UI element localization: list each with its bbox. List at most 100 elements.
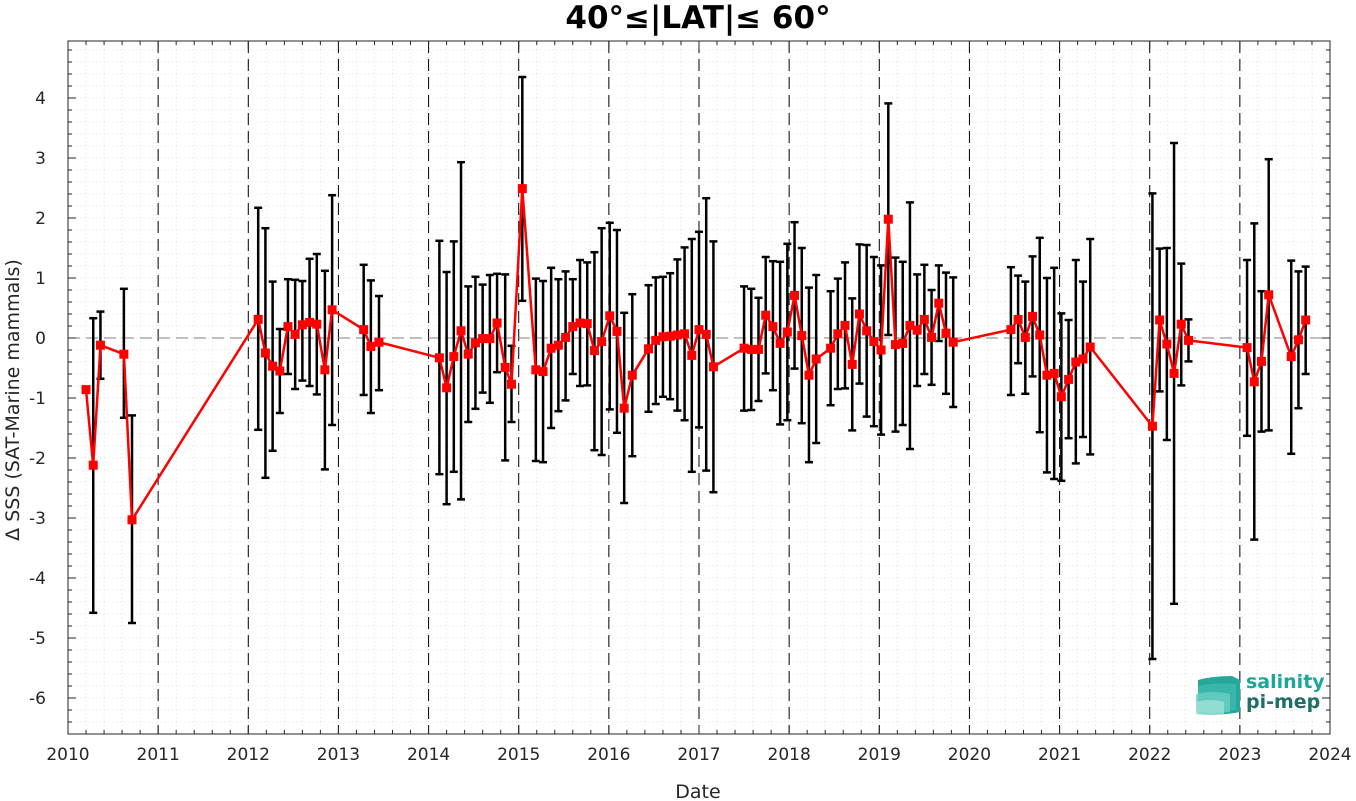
data-point xyxy=(312,319,322,329)
data-point xyxy=(680,329,690,339)
data-point xyxy=(782,327,792,337)
x-tick-label: 2014 xyxy=(407,745,450,765)
data-point xyxy=(492,318,502,328)
data-point xyxy=(948,337,958,347)
y-tick-label: -1 xyxy=(29,389,46,409)
x-tick-label: 2022 xyxy=(1128,745,1171,765)
data-point xyxy=(840,320,850,330)
logo-text-salinity: salinity xyxy=(1246,671,1325,693)
x-tick-label: 2011 xyxy=(137,745,180,765)
x-tick-label: 2012 xyxy=(227,745,270,765)
x-tick-label: 2018 xyxy=(768,745,811,765)
data-point xyxy=(1301,315,1311,325)
y-tick-label: 1 xyxy=(35,269,46,289)
data-point xyxy=(1162,339,1172,349)
data-point xyxy=(1183,335,1193,345)
data-point xyxy=(768,322,778,332)
data-point xyxy=(260,348,270,358)
x-axis-ticks: 2010 2011 2012 2013 2014 2015 2016 2017 2018 2019… xyxy=(46,41,1352,765)
data-point xyxy=(582,319,592,329)
x-tick-label: 2015 xyxy=(497,745,540,765)
data-point xyxy=(1085,342,1095,352)
data-point xyxy=(449,352,459,362)
data-point xyxy=(1176,319,1186,329)
data-point xyxy=(701,329,711,339)
y-tick-label: -2 xyxy=(29,449,46,469)
data-point xyxy=(327,305,337,315)
data-point xyxy=(627,370,637,380)
data-point xyxy=(912,325,922,335)
data-point xyxy=(605,311,615,321)
data-point xyxy=(1049,368,1059,378)
data-point xyxy=(833,329,843,339)
data-point xyxy=(1293,335,1303,345)
data-point xyxy=(790,290,800,300)
y-tick-label: -3 xyxy=(29,509,46,529)
data-point xyxy=(1035,330,1045,340)
data-point xyxy=(95,340,105,350)
data-point xyxy=(463,349,473,359)
x-tick-label: 2020 xyxy=(948,745,991,765)
data-point xyxy=(644,344,654,354)
x-tick-label: 2024 xyxy=(1308,745,1351,765)
data-point xyxy=(517,184,527,194)
salinity-pi-mep-logo: salinity pi-mep xyxy=(1196,671,1325,715)
data-point xyxy=(442,383,452,393)
data-point xyxy=(561,332,571,342)
data-point xyxy=(898,338,908,348)
data-point xyxy=(434,353,444,363)
data-point xyxy=(1013,314,1023,324)
data-point xyxy=(81,385,91,395)
data-point xyxy=(869,337,879,347)
data-point xyxy=(1006,325,1016,335)
data-point xyxy=(811,354,821,364)
data-point xyxy=(127,515,137,525)
data-point xyxy=(1242,343,1252,353)
x-axis-title: Date xyxy=(675,781,720,801)
data-point xyxy=(1264,290,1274,300)
data-point xyxy=(374,337,384,347)
data-point xyxy=(1155,315,1165,325)
data-point xyxy=(290,329,300,339)
data-point xyxy=(934,298,944,308)
data-point xyxy=(1256,356,1266,366)
x-tick-label: 2019 xyxy=(858,745,901,765)
data-point xyxy=(905,320,915,330)
chart-title: 40°≤|LAT|≤ 60° xyxy=(565,0,830,36)
data-point xyxy=(883,214,893,224)
data-point xyxy=(456,326,466,336)
data-point xyxy=(1056,392,1066,402)
data-point xyxy=(507,379,517,389)
y-tick-label: 3 xyxy=(35,149,46,169)
data-point xyxy=(941,328,951,338)
data-point xyxy=(753,344,763,354)
data-point xyxy=(694,325,704,335)
y-tick-label: 2 xyxy=(35,209,46,229)
series-markers xyxy=(81,184,1311,525)
x-tick-label: 2023 xyxy=(1218,745,1261,765)
logo-text-pimep: pi-mep xyxy=(1246,691,1320,713)
x-tick-label: 2021 xyxy=(1038,745,1081,765)
data-point xyxy=(1064,374,1074,384)
data-point xyxy=(320,365,330,375)
x-tick-label: 2016 xyxy=(587,745,630,765)
data-point xyxy=(119,349,129,359)
data-point xyxy=(612,326,622,336)
data-point xyxy=(826,343,836,353)
data-point xyxy=(919,314,929,324)
error-bars xyxy=(82,75,1310,661)
data-point xyxy=(1078,354,1088,364)
data-point xyxy=(283,322,293,332)
data-point xyxy=(1286,352,1296,362)
x-tick-label: 2010 xyxy=(46,745,89,765)
y-tick-label: 0 xyxy=(35,329,46,349)
y-tick-label: -5 xyxy=(29,629,46,649)
data-point xyxy=(1028,311,1038,321)
data-point xyxy=(538,367,548,377)
data-point xyxy=(927,332,937,342)
y-axis-ticks: -6 -5 -4 -3 -2 -1 0 1 2 3 4 xyxy=(29,49,1330,735)
data-point xyxy=(253,314,263,324)
x-tick-label: 2013 xyxy=(317,745,360,765)
data-point xyxy=(619,403,629,413)
data-point xyxy=(1169,368,1179,378)
